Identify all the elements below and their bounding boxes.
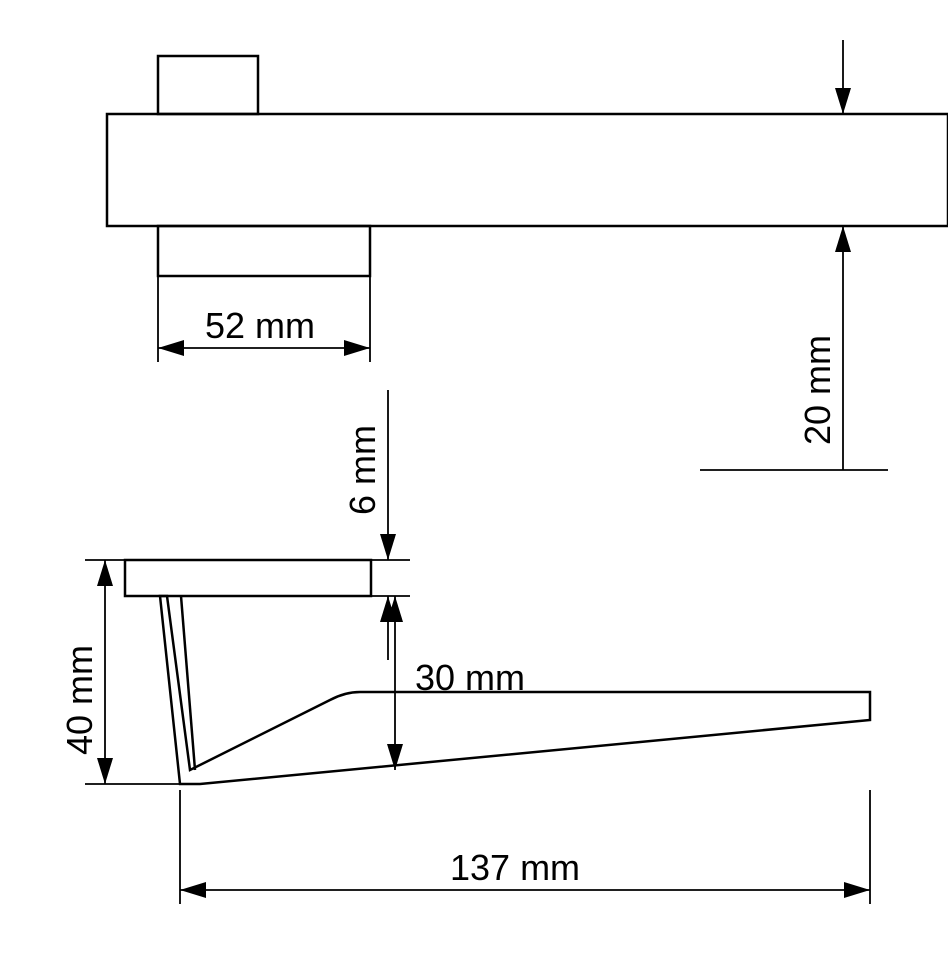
dim-20: 20 mm — [797, 335, 838, 445]
technical-drawing: 52 mm 20 mm 6 mm 30 mm 40 mm 137 mm — [0, 0, 948, 953]
dim-6: 6 mm — [342, 425, 383, 515]
dim-52: 52 mm — [205, 305, 315, 346]
dim-137: 137 mm — [450, 847, 580, 888]
dim-30: 30 mm — [415, 657, 525, 698]
dim-40: 40 mm — [59, 645, 100, 755]
